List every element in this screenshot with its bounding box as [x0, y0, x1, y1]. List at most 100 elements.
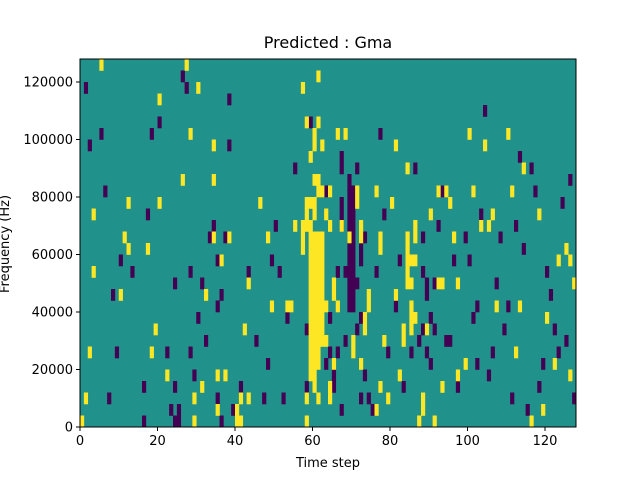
- heatmap-cell-high: [312, 381, 317, 393]
- heatmap-cell-high: [541, 404, 546, 416]
- heatmap-cell-low: [351, 277, 356, 290]
- heatmap-cell-low: [339, 197, 344, 209]
- heatmap-cell-low: [188, 346, 193, 359]
- heatmap-cell-high: [331, 277, 337, 290]
- heatmap-cell-high: [413, 220, 418, 232]
- heatmap-cell-low: [424, 346, 430, 359]
- y-tick-label: 100000: [23, 133, 73, 148]
- heatmap-cell-low: [359, 254, 364, 267]
- x-tick-label: 100: [455, 434, 480, 449]
- heatmap-cell-low: [351, 231, 356, 244]
- heatmap-cell-low: [335, 346, 340, 359]
- heatmap-cell-low: [165, 346, 170, 359]
- heatmap-cell-low: [351, 300, 356, 313]
- heatmap-cell-low: [103, 185, 108, 198]
- heatmap-cell-high: [335, 300, 340, 313]
- heatmap-cell-high: [328, 185, 333, 198]
- heatmap-cell-high: [401, 335, 406, 347]
- heatmap-cell-low: [145, 208, 151, 221]
- heatmap-cell-high: [343, 128, 348, 140]
- heatmap-cell-high: [188, 128, 193, 140]
- heatmap-cell-high: [440, 277, 445, 290]
- heatmap-cell-high: [312, 312, 317, 324]
- heatmap-cell-high: [471, 185, 476, 198]
- heatmap-cell-low: [238, 381, 244, 393]
- heatmap-cell-low: [347, 208, 352, 221]
- heatmap-cell-high: [362, 312, 368, 324]
- x-tick-label: 120: [533, 434, 558, 449]
- heatmap-cell-high: [572, 277, 577, 290]
- heatmap-cell-low: [219, 289, 224, 301]
- heatmap-cell-low: [347, 266, 352, 278]
- heatmap-cell-low: [463, 231, 468, 244]
- heatmap-cell-low: [541, 358, 546, 370]
- heatmap-cell-low: [339, 151, 344, 163]
- heatmap-cell-low: [347, 197, 352, 209]
- heatmap-cell-high: [200, 381, 205, 393]
- heatmap-cell-low: [200, 277, 205, 290]
- heatmap-cell-high: [126, 197, 131, 209]
- heatmap-cell-high: [300, 231, 306, 244]
- heatmap-cell-high: [312, 358, 317, 370]
- heatmap-cell-low: [506, 300, 511, 313]
- heatmap-cell-high: [320, 323, 325, 336]
- heatmap-cell-high: [312, 289, 317, 301]
- heatmap-cell-high: [568, 369, 573, 382]
- heatmap-cell-high: [316, 392, 321, 405]
- heatmap-cell-high: [184, 59, 189, 71]
- heatmap-cell-low: [215, 300, 220, 313]
- heatmap-cell-low: [351, 197, 356, 209]
- heatmap-cell-high: [99, 59, 104, 71]
- heatmap-cell-low: [490, 346, 495, 359]
- heatmap-cell-low: [436, 220, 441, 232]
- heatmap-cell-high: [374, 185, 379, 198]
- heatmap-cell-low: [215, 392, 220, 405]
- heatmap-cell-high: [316, 243, 321, 255]
- heatmap-cell-high: [157, 93, 162, 106]
- heatmap-cell-high: [211, 139, 216, 152]
- heatmap-cell-high: [304, 197, 309, 209]
- heatmap-cell-high: [432, 415, 437, 428]
- heatmap-cell-low: [142, 381, 147, 393]
- heatmap-cell-high: [316, 174, 321, 186]
- heatmap-cell-low: [355, 323, 360, 336]
- heatmap-cell-low: [351, 243, 356, 255]
- heatmap-cell-low: [552, 323, 557, 336]
- heatmap-cell-low: [409, 346, 414, 359]
- heatmap-cell-high: [300, 82, 306, 94]
- heatmap-cell-low: [211, 220, 216, 232]
- heatmap-cell-low: [285, 312, 290, 324]
- heatmap-cell-low: [118, 254, 123, 267]
- heatmap-cell-low: [421, 231, 426, 244]
- plot-area: [79, 58, 577, 428]
- heatmap-cell-low: [173, 381, 178, 393]
- heatmap-cell-high: [455, 369, 461, 382]
- chart-title: Predicted : Gma: [264, 33, 392, 52]
- heatmap-cell-low: [572, 392, 577, 405]
- heatmap-cell-high: [227, 231, 232, 244]
- heatmap-cell-high: [126, 243, 131, 255]
- heatmap-cell-high: [91, 266, 96, 278]
- heatmap-cell-high: [320, 266, 325, 278]
- heatmap-cell-high: [293, 220, 298, 232]
- heatmap-cell-high: [316, 277, 321, 290]
- heatmap-cell-low: [351, 208, 356, 221]
- heatmap-cell-low: [351, 254, 356, 267]
- heatmap-cell-high: [316, 231, 321, 244]
- heatmap-cell-high: [316, 300, 321, 313]
- heatmap-cell-low: [173, 415, 178, 428]
- heatmap-cell-low: [483, 105, 488, 117]
- heatmap-cell-high: [308, 243, 313, 255]
- heatmap-cell-high: [246, 277, 251, 290]
- heatmap-cell-high: [215, 404, 220, 416]
- heatmap-cell-low: [215, 254, 220, 267]
- heatmap-cell-low: [304, 381, 309, 393]
- heatmap-cell-low: [107, 392, 112, 405]
- heatmap-cell-high: [405, 162, 410, 175]
- heatmap-cell-low: [308, 116, 313, 129]
- heatmap-cell-high: [320, 243, 325, 255]
- heatmap-cell-high: [328, 381, 333, 393]
- heatmap-cell-high: [436, 277, 441, 290]
- heatmap-cell-high: [312, 266, 317, 278]
- heatmap-cell-high: [397, 369, 402, 382]
